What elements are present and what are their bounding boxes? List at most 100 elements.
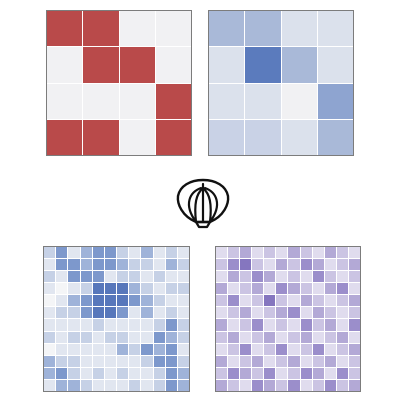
puzzle-c-cell bbox=[56, 283, 68, 295]
puzzle-d-cell bbox=[276, 331, 288, 343]
puzzle-d-cell bbox=[300, 355, 312, 367]
puzzle-c-cell bbox=[68, 307, 80, 319]
puzzle-board-c bbox=[43, 246, 190, 392]
puzzle-d-cell bbox=[276, 259, 288, 271]
puzzle-c-cell bbox=[80, 307, 92, 319]
puzzle-c-cell bbox=[104, 307, 116, 319]
puzzle-d-cell bbox=[276, 367, 288, 379]
puzzle-d-cell bbox=[300, 331, 312, 343]
puzzle-d-cell bbox=[228, 331, 240, 343]
puzzle-c-cell bbox=[141, 343, 153, 355]
puzzle-d-cell bbox=[228, 379, 240, 391]
puzzle-d-cell bbox=[228, 307, 240, 319]
puzzle-c-cell bbox=[80, 259, 92, 271]
puzzle-c-cell bbox=[92, 343, 104, 355]
puzzle-c-cell bbox=[141, 259, 153, 271]
puzzle-d-cell bbox=[300, 259, 312, 271]
puzzle-d-cell bbox=[288, 319, 300, 331]
puzzle-c-cell bbox=[165, 283, 177, 295]
puzzle-c-cell bbox=[117, 307, 129, 319]
puzzle-b-cell bbox=[209, 11, 245, 47]
puzzle-d-cell bbox=[276, 247, 288, 259]
puzzle-d-cell bbox=[348, 247, 360, 259]
puzzle-c-cell bbox=[165, 271, 177, 283]
puzzle-d-cell bbox=[336, 307, 348, 319]
puzzle-d-cell bbox=[324, 295, 336, 307]
puzzle-d-cell bbox=[300, 343, 312, 355]
puzzle-d-cell bbox=[348, 355, 360, 367]
puzzle-c-cell bbox=[177, 271, 189, 283]
puzzle-d-cell bbox=[336, 259, 348, 271]
puzzle-d-cell bbox=[216, 283, 228, 295]
puzzle-c-cell bbox=[177, 331, 189, 343]
puzzle-c-cell bbox=[177, 343, 189, 355]
puzzle-d-cell bbox=[348, 379, 360, 391]
puzzle-d-cell bbox=[252, 355, 264, 367]
puzzle-c-cell bbox=[129, 379, 141, 391]
puzzle-c-cell bbox=[104, 247, 116, 259]
puzzle-a-cell bbox=[83, 47, 119, 83]
puzzle-c-cell bbox=[129, 367, 141, 379]
puzzle-c-cell bbox=[129, 283, 141, 295]
puzzle-c-cell bbox=[56, 307, 68, 319]
puzzle-c-cell bbox=[44, 355, 56, 367]
puzzle-c-cell bbox=[141, 331, 153, 343]
puzzle-c-cell bbox=[56, 271, 68, 283]
puzzle-a-cell bbox=[119, 83, 155, 119]
puzzle-d-cell bbox=[264, 271, 276, 283]
puzzle-c-cell bbox=[153, 259, 165, 271]
puzzle-d-cell bbox=[312, 379, 324, 391]
puzzle-d-cell bbox=[216, 379, 228, 391]
puzzle-d-cell bbox=[348, 319, 360, 331]
puzzle-c-cell bbox=[104, 355, 116, 367]
puzzle-c-cell bbox=[117, 259, 129, 271]
puzzle-c-cell bbox=[68, 295, 80, 307]
puzzle-d-cell bbox=[264, 355, 276, 367]
puzzle-d-cell bbox=[216, 295, 228, 307]
puzzle-c-cell bbox=[177, 259, 189, 271]
puzzle-d-cell bbox=[324, 247, 336, 259]
puzzle-c-cell bbox=[92, 247, 104, 259]
puzzle-d-cell bbox=[300, 295, 312, 307]
puzzle-d-cell bbox=[252, 271, 264, 283]
puzzle-c-cell bbox=[117, 379, 129, 391]
puzzle-d-cell bbox=[312, 295, 324, 307]
puzzle-d-cell bbox=[288, 331, 300, 343]
puzzle-d-cell bbox=[300, 307, 312, 319]
puzzle-d-cell bbox=[240, 271, 252, 283]
puzzle-c-cell bbox=[56, 295, 68, 307]
puzzle-c-cell bbox=[141, 247, 153, 259]
puzzle-b-cell bbox=[317, 83, 353, 119]
puzzle-d-cell bbox=[324, 271, 336, 283]
puzzle-c-cell bbox=[117, 271, 129, 283]
puzzle-d-cell bbox=[348, 283, 360, 295]
puzzle-c-cell bbox=[44, 259, 56, 271]
puzzle-c-cell bbox=[129, 271, 141, 283]
puzzle-a-cell bbox=[155, 83, 191, 119]
puzzle-c-cell bbox=[104, 331, 116, 343]
puzzle-d-cell bbox=[252, 331, 264, 343]
puzzle-d-cell bbox=[348, 331, 360, 343]
puzzle-d-cell bbox=[324, 331, 336, 343]
puzzle-c-cell bbox=[44, 331, 56, 343]
puzzle-d-cell bbox=[216, 307, 228, 319]
puzzle-d-cell bbox=[336, 367, 348, 379]
puzzle-c-cell bbox=[165, 295, 177, 307]
puzzle-a-cell bbox=[155, 47, 191, 83]
puzzle-c-cell bbox=[117, 343, 129, 355]
puzzle-d-cell bbox=[276, 355, 288, 367]
puzzle-d-cell bbox=[276, 343, 288, 355]
puzzle-a-cell bbox=[47, 119, 83, 155]
puzzle-b-cell bbox=[245, 119, 281, 155]
puzzle-a-cell bbox=[83, 119, 119, 155]
puzzle-d-cell bbox=[240, 295, 252, 307]
puzzle-c-cell bbox=[177, 283, 189, 295]
puzzle-c-cell bbox=[129, 295, 141, 307]
puzzle-c-cell bbox=[177, 247, 189, 259]
puzzle-c-cell bbox=[117, 367, 129, 379]
puzzle-a-cell bbox=[83, 11, 119, 47]
puzzle-d-cell bbox=[336, 355, 348, 367]
puzzle-d-cell bbox=[324, 367, 336, 379]
puzzle-c-cell bbox=[153, 283, 165, 295]
puzzle-d-cell bbox=[300, 283, 312, 295]
